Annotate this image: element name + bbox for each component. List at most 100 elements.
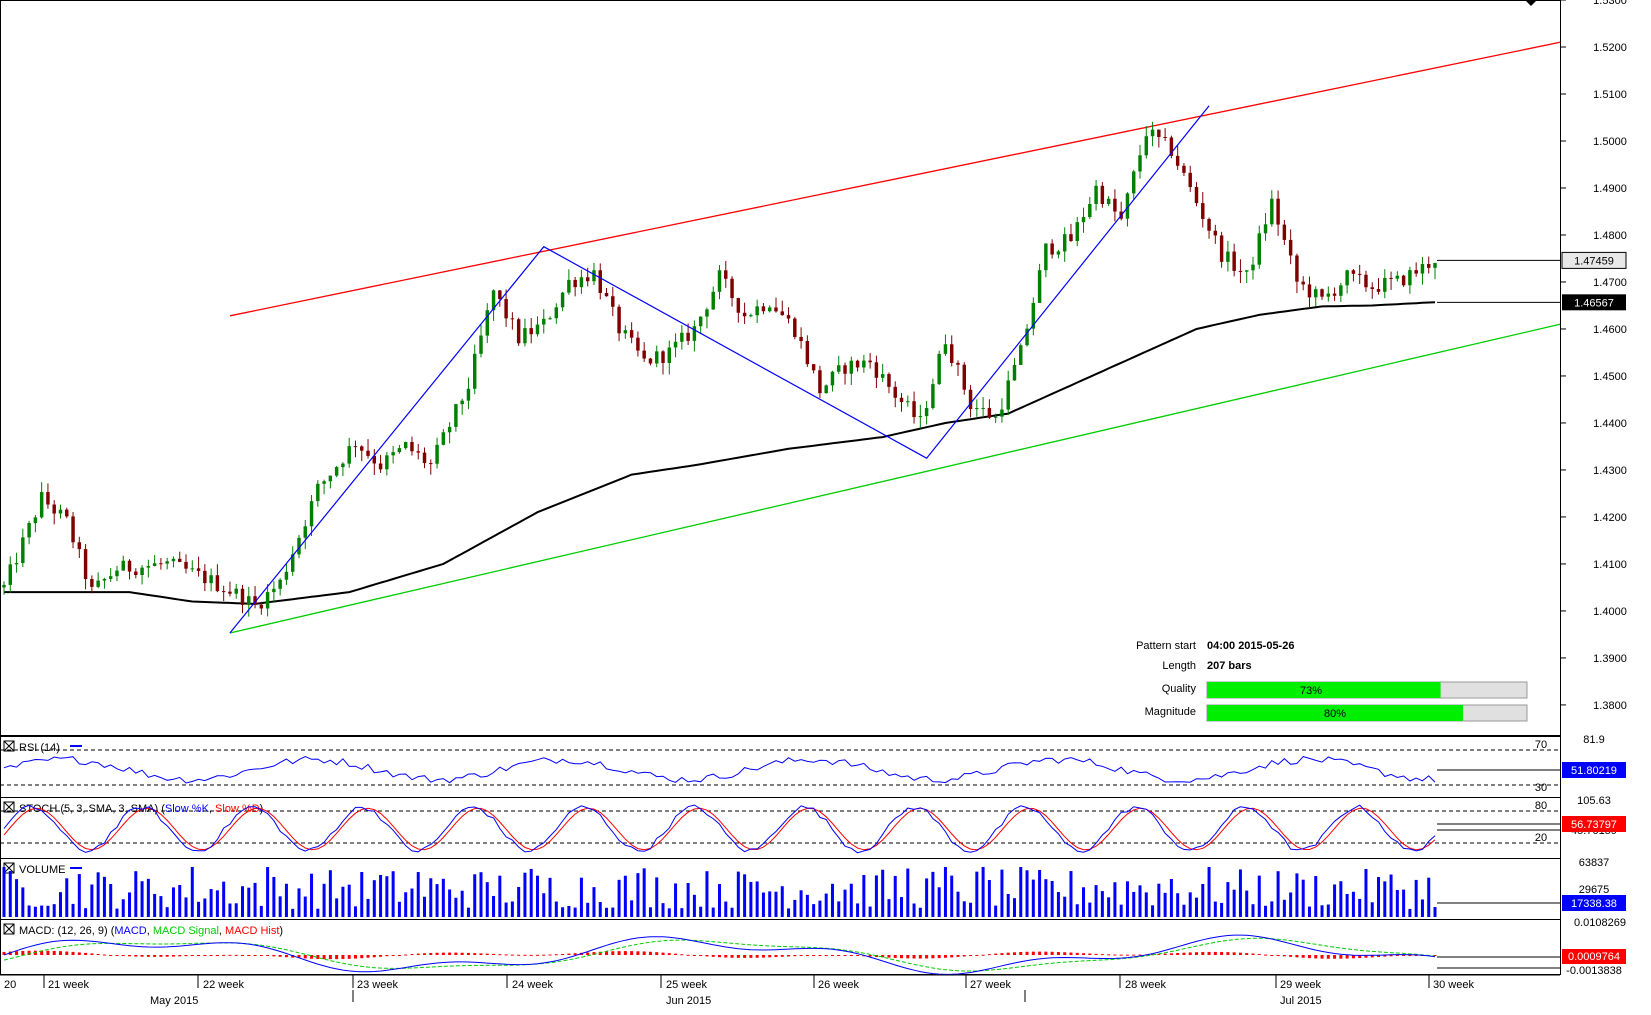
rsi-panel: RSI (14) 81.9 70 30 51.80219 (0, 734, 1626, 798)
macd-hist-bar (1358, 955, 1362, 959)
volume-bar (793, 899, 797, 917)
macd-hist-bar (121, 955, 125, 956)
macd-hist-bar (410, 954, 414, 956)
week-label-1: 21 week (48, 979, 89, 991)
macd-hist-bar (900, 955, 904, 959)
macd-hist-bar (1226, 952, 1230, 955)
candle-body (535, 324, 540, 335)
candle-body (548, 318, 552, 320)
candle-body (240, 588, 245, 605)
rsi-top-label: 81.9 (1583, 734, 1604, 746)
candle-body (1138, 155, 1142, 172)
candle-body (805, 340, 810, 365)
volume-bar (165, 907, 169, 917)
pattern-info: Pattern start 04:00 2015-05-26 Length 20… (1136, 640, 1528, 722)
macd-hist-bar (730, 955, 734, 958)
candle-body (749, 315, 753, 317)
macd-hist-bar (774, 955, 778, 958)
channel-lower-line (229, 323, 1561, 634)
macd-hist-bar (1094, 953, 1098, 955)
candle-body (397, 448, 402, 453)
volume-bar (1257, 875, 1261, 917)
volume-bar (1333, 884, 1337, 917)
macd-hist-bar (1063, 952, 1067, 955)
macd-hist-bar (397, 955, 401, 956)
macd-hist-bar (228, 954, 232, 956)
price-tick-label: 1.4200 (1593, 512, 1627, 524)
volume-bar (423, 896, 427, 917)
month-label-may: May 2015 (150, 995, 198, 1007)
main-panel-frame (0, 0, 1561, 736)
volume-bar (96, 872, 100, 917)
candle-body (1075, 222, 1079, 242)
macd-hist-bar (1364, 955, 1368, 958)
volume-bar (1301, 879, 1305, 917)
macd-hist-bar (84, 952, 88, 955)
macd-hist-bar (925, 955, 929, 959)
macd-hist-bar (931, 955, 935, 959)
macd-hist-bar (881, 955, 885, 958)
macd-hist-bar (824, 955, 828, 956)
candle-body (975, 408, 979, 410)
volume-bar (27, 905, 31, 917)
macd-hist-bar (1195, 952, 1198, 955)
macd-hist-bar (303, 955, 307, 959)
volume-bar (535, 875, 539, 917)
macd-hist-bar (1157, 953, 1161, 955)
volume-bar (241, 886, 244, 917)
macd-hist-bar (586, 952, 590, 955)
volume-bar (598, 902, 602, 917)
candle-body (1408, 270, 1412, 286)
candle-body (8, 564, 13, 585)
month-label-jun: Jun 2015 (666, 995, 711, 1007)
candle-body (1244, 270, 1249, 272)
macd-hist-bar (699, 955, 703, 956)
candle-body (247, 596, 251, 605)
macd-hist-bar (987, 954, 991, 956)
macd-hist-bar (27, 950, 31, 955)
macd-close-icon[interactable] (3, 923, 15, 935)
macd-hist-bar (197, 955, 201, 956)
price-axis: 1.3800 1.3900 1.4000 1.4100 1.4200 1.4300 1.44… (1560, 0, 1627, 712)
volume-bar (1132, 891, 1136, 917)
volume-bar (1408, 908, 1412, 917)
macd-hist-bar (994, 953, 998, 955)
macd-hist-bar (818, 955, 822, 956)
volume-bar (504, 902, 508, 917)
candle-body (736, 298, 741, 313)
macd-hist-bar (893, 955, 897, 958)
volume-value: 17338.38 (1571, 898, 1617, 910)
candle-body (956, 362, 960, 365)
macd-hist-bar (1163, 953, 1167, 955)
macd-hist-bar (1113, 954, 1117, 956)
macd-hist-bar (391, 955, 395, 956)
volume-bar (203, 898, 207, 917)
volume-bar (1094, 885, 1098, 917)
candle-body (774, 307, 778, 312)
macd-hist-bar (171, 955, 175, 957)
macd-hist-bar (1289, 955, 1293, 957)
rsi-close-icon[interactable] (3, 740, 15, 752)
corner-arrow-icon[interactable] (1525, 0, 1537, 6)
candle-body (1194, 187, 1199, 204)
candle-body (504, 299, 508, 319)
volume-bar (768, 891, 772, 917)
candle-body (636, 337, 640, 351)
volume-bar (699, 906, 703, 917)
macd-hist-bar (284, 955, 288, 958)
candle-body (843, 365, 847, 374)
volume-bar (573, 907, 577, 917)
macd-hist-bar (178, 955, 182, 957)
macd-hist-bar (856, 955, 860, 956)
macd-hist-bar (736, 955, 740, 958)
stoch-close-icon[interactable] (3, 801, 15, 813)
candle-body (1182, 165, 1186, 173)
volume-bar (868, 906, 872, 917)
volume-bar (1339, 881, 1343, 917)
price-tick-label: 1.4100 (1593, 559, 1627, 571)
volume-bar (787, 908, 791, 917)
macd-hist-bar (460, 952, 464, 955)
volume-bar (987, 879, 991, 917)
volume-bar (353, 906, 357, 917)
stoch-value: 56.73797 (1571, 819, 1617, 831)
